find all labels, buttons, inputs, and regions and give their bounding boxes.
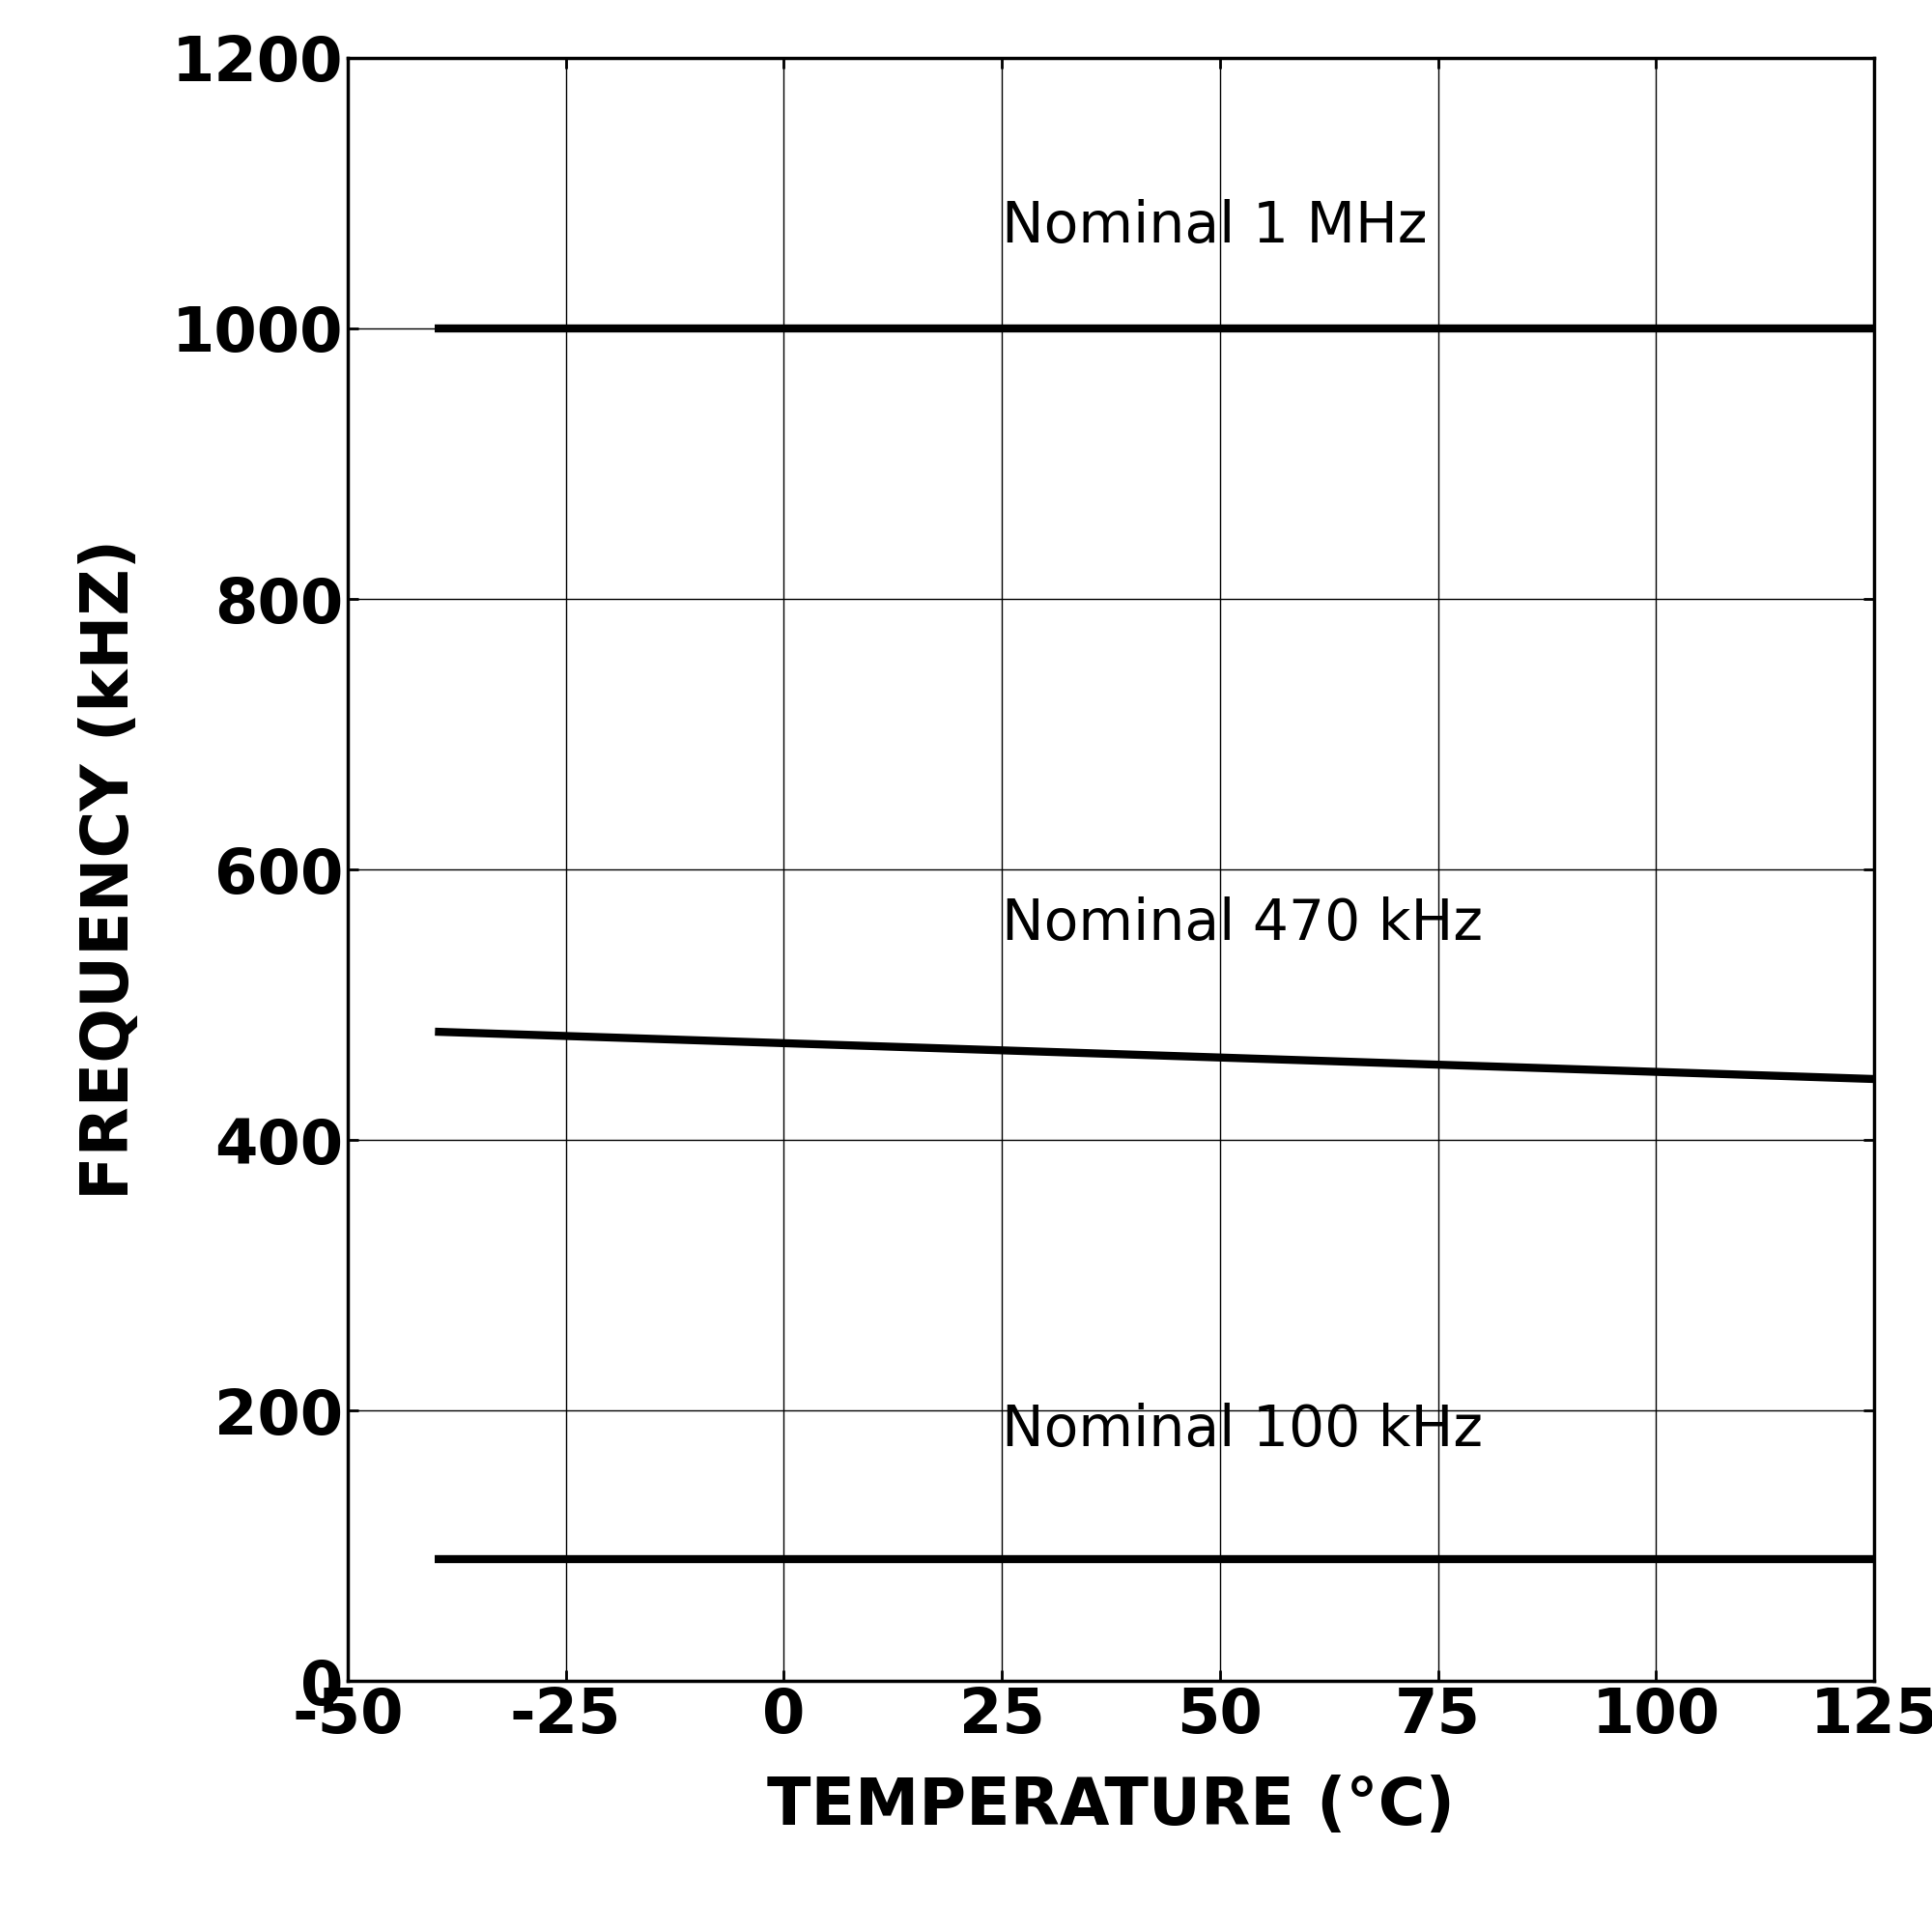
Y-axis label: FREQUENCY (kHZ): FREQUENCY (kHZ) [79,539,143,1200]
Text: Nominal 100 kHz: Nominal 100 kHz [1003,1403,1484,1459]
Text: Nominal 1 MHz: Nominal 1 MHz [1003,199,1428,255]
X-axis label: TEMPERATURE (°C): TEMPERATURE (°C) [767,1776,1455,1839]
Text: Nominal 470 kHz: Nominal 470 kHz [1003,896,1484,951]
